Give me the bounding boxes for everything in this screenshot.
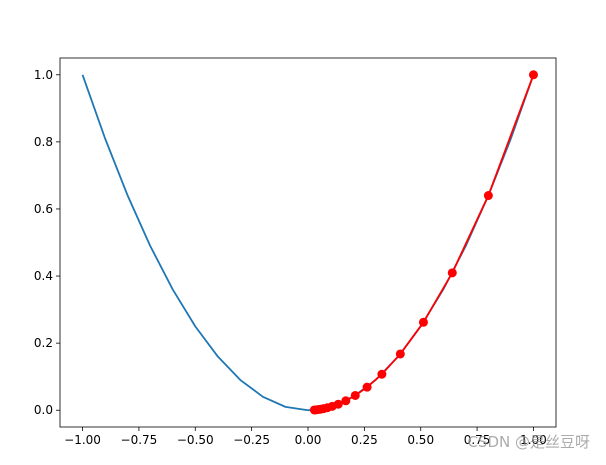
point: [362, 382, 372, 392]
point: [483, 191, 493, 201]
y-tick-label: 0.0: [34, 403, 53, 417]
x-tick-label: 0.25: [351, 433, 378, 447]
x-tick-label: −0.75: [121, 433, 158, 447]
x-tick-label: 1.00: [520, 433, 547, 447]
point: [350, 390, 360, 400]
y-tick-label: 0.8: [34, 135, 53, 149]
y-tick-label: 0.2: [34, 336, 53, 350]
x-tick-label: 0.75: [464, 433, 491, 447]
watermark: CSDN @是丝豆呀: [467, 433, 590, 451]
x-tick-label: 0.00: [295, 433, 322, 447]
point: [309, 405, 319, 415]
x-tick-label: −1.00: [64, 433, 101, 447]
point: [341, 396, 351, 406]
point: [395, 349, 405, 359]
point: [377, 369, 387, 379]
y-tick-label: 0.6: [34, 202, 53, 216]
point: [528, 70, 538, 80]
y-tick-label: 1.0: [34, 68, 53, 82]
axes-frame: [59, 57, 557, 428]
x-tick-label: 0.50: [407, 433, 434, 447]
point: [418, 317, 428, 327]
point: [447, 268, 457, 278]
y-tick-label: 0.4: [34, 269, 53, 283]
x-tick-label: −0.50: [177, 433, 214, 447]
x-tick-label: −0.25: [233, 433, 270, 447]
